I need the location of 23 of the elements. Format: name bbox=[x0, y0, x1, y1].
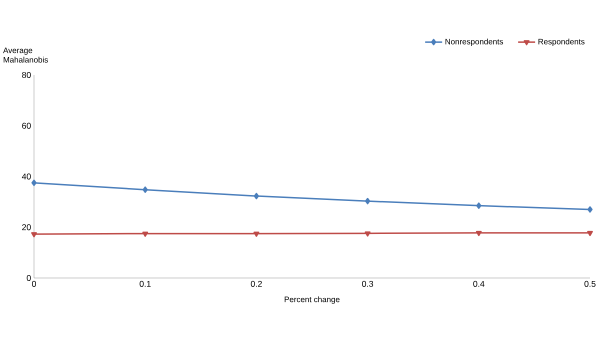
point bbox=[142, 186, 148, 193]
point bbox=[476, 202, 482, 209]
point bbox=[254, 192, 260, 200]
point bbox=[142, 232, 148, 237]
x-tick-label: 0.4 bbox=[473, 280, 484, 287]
x-tick-label: 0.3 bbox=[362, 280, 374, 287]
y-tick-label: 40 bbox=[22, 174, 31, 180]
y-tick-label: 80 bbox=[22, 72, 31, 78]
point bbox=[364, 231, 371, 237]
point bbox=[476, 230, 482, 236]
point bbox=[31, 232, 37, 238]
point bbox=[364, 198, 370, 204]
y-tick-label: 60 bbox=[22, 122, 31, 129]
x-tick-label: 0.2 bbox=[250, 280, 262, 287]
x-tick-label: 0.5 bbox=[584, 280, 596, 287]
x-tick-label: 0 bbox=[32, 280, 36, 287]
point bbox=[254, 232, 260, 237]
y-tick-label: 20 bbox=[22, 224, 31, 230]
y-tick-label: 0 bbox=[26, 275, 31, 281]
point bbox=[587, 206, 593, 213]
x-tick-label: 0.1 bbox=[140, 280, 151, 287]
point bbox=[31, 180, 37, 186]
point bbox=[587, 230, 593, 236]
